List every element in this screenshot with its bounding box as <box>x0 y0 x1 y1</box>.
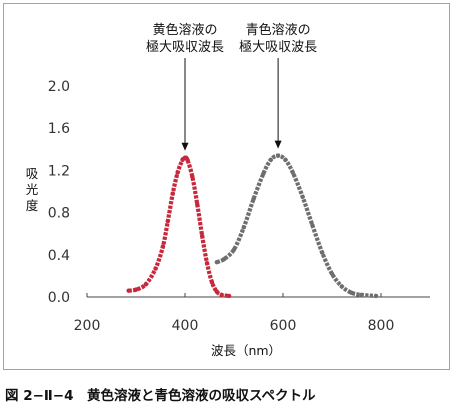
data-point <box>261 171 266 176</box>
data-point <box>241 225 246 230</box>
x-tick-label: 200 <box>74 318 101 334</box>
x-tick-label: 600 <box>270 318 297 334</box>
data-point <box>339 284 344 289</box>
data-point <box>219 292 224 298</box>
y-tick-label: 0.4 <box>48 248 70 264</box>
y-tick-label: 1.2 <box>48 163 70 179</box>
data-point <box>275 153 281 158</box>
y-tick-label: 0.8 <box>48 206 70 222</box>
data-point <box>133 287 139 292</box>
data-point <box>165 218 171 224</box>
series-2 <box>214 153 379 299</box>
annotation-arrowhead <box>181 142 189 151</box>
y-tick-label: 1.6 <box>48 121 70 137</box>
x-tick-label: 400 <box>172 318 199 334</box>
data-point <box>320 250 325 255</box>
series-1 <box>126 155 232 299</box>
figure-frame <box>3 3 450 370</box>
data-point <box>310 223 315 228</box>
data-point <box>199 233 205 239</box>
data-point <box>160 244 166 249</box>
data-point <box>185 157 190 163</box>
data-point <box>226 293 232 299</box>
y-axis-label: 光 <box>26 182 39 197</box>
y-axis-label: 吸 <box>26 166 39 181</box>
data-point <box>195 201 200 207</box>
data-point <box>143 282 148 287</box>
annotation-text: 極大吸収波長 <box>239 39 317 55</box>
data-point <box>175 170 180 175</box>
data-point <box>170 191 175 196</box>
chart-axes: 0.0 0.4 0.8 1.2 1.6 2.0 200 400 600 800 波長（nm） 吸光度 <box>26 79 430 358</box>
series-line <box>216 153 377 299</box>
annotation-text: 黄色溶液の <box>152 22 217 38</box>
data-point <box>126 288 131 293</box>
data-point <box>209 280 215 285</box>
y-tick-label: 0.0 <box>48 290 70 306</box>
data-point <box>153 266 158 271</box>
annotation-text: 極大吸収波長 <box>146 39 224 55</box>
data-point <box>283 157 288 163</box>
data-point <box>329 271 335 276</box>
data-point <box>373 293 379 299</box>
data-point <box>222 256 227 262</box>
y-tick-label: 2.0 <box>48 79 70 95</box>
data-point <box>290 170 295 175</box>
annotation-arrowhead <box>274 140 282 149</box>
data-point <box>359 292 364 298</box>
data-point <box>251 196 256 202</box>
x-axis-label: 波長（nm） <box>211 343 281 358</box>
series-layer <box>126 153 379 299</box>
annotation-text: 青色溶液の <box>246 22 311 38</box>
data-point <box>231 247 237 252</box>
data-point <box>300 194 305 199</box>
data-point <box>214 259 220 265</box>
data-point <box>204 261 210 266</box>
data-point <box>214 289 220 294</box>
x-tick-label: 800 <box>368 318 395 334</box>
y-axis-label: 度 <box>26 198 39 213</box>
data-point <box>268 157 273 163</box>
data-point <box>190 174 195 179</box>
figure-caption: 図 2−Ⅱ−4 黄色溶液と青色溶液の吸収スペクトル <box>5 388 316 404</box>
data-point <box>349 290 354 295</box>
series-line <box>128 155 230 299</box>
